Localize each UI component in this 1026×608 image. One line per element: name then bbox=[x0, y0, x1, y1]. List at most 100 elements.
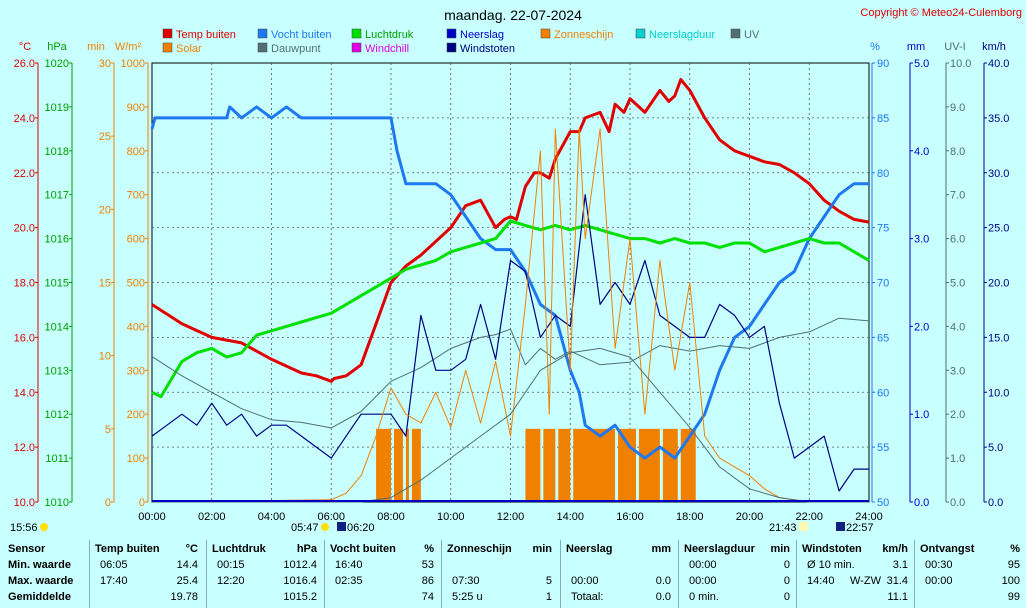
series-line-solar bbox=[151, 128, 869, 503]
x-tick-label: 04:00 bbox=[258, 511, 286, 523]
stats-extra: W-ZW bbox=[850, 575, 881, 587]
x-tick-label: 14:00 bbox=[556, 511, 584, 523]
sunshine-bar bbox=[618, 428, 636, 502]
stats-column-separator bbox=[89, 540, 90, 608]
axis-tick-label: 60 bbox=[877, 387, 889, 399]
axis-tick-label: 3.0 bbox=[950, 365, 965, 377]
stats-time: 00:00 bbox=[689, 559, 717, 571]
stats-value: 100 bbox=[1001, 575, 1020, 587]
axis-tick-label: 900 bbox=[127, 102, 145, 114]
x-tick-label: 02:00 bbox=[198, 511, 226, 523]
axis-tick-label: 5.0 bbox=[988, 442, 1003, 454]
sunshine-bar bbox=[543, 428, 556, 502]
stats-value: 99 bbox=[1007, 591, 1020, 603]
axis-tick-label: 2.0 bbox=[914, 321, 929, 333]
stats-value: 11.1 bbox=[887, 591, 908, 603]
stats-time: 02:35 bbox=[335, 575, 363, 587]
axis-unit-label: W/m² bbox=[115, 41, 142, 53]
stats-header: Luchtdruk bbox=[212, 543, 266, 555]
legend-label: Temp buiten bbox=[176, 29, 236, 41]
legend-label: Windstoten bbox=[460, 43, 515, 55]
stats-time: 5:25 u bbox=[452, 591, 483, 603]
axis-tick-label: 80 bbox=[877, 168, 889, 180]
axis-tick-label: 1000 bbox=[121, 58, 145, 70]
axis-tick-label: 1019 bbox=[45, 102, 69, 114]
axis-tick-label: 4.0 bbox=[950, 321, 965, 333]
axis-tick-label: 1018 bbox=[45, 146, 69, 158]
sunset-icon bbox=[799, 522, 808, 531]
stats-value: 0 bbox=[783, 575, 790, 587]
axis-tick-label: 5.0 bbox=[914, 58, 929, 70]
axis-tick-label: 5.0 bbox=[950, 278, 965, 290]
stats-unit: hPa bbox=[296, 543, 317, 555]
stats-column-separator bbox=[441, 540, 442, 608]
sunshine-bar bbox=[405, 428, 409, 502]
axis-tick-label: 30.0 bbox=[988, 168, 1009, 180]
legend-label: Neerslagduur bbox=[649, 29, 715, 41]
axis-tick-label: 20 bbox=[99, 204, 111, 216]
axis-tick-label: 0 bbox=[139, 497, 145, 509]
stats-time: 00:30 bbox=[925, 559, 953, 571]
legend-label: Solar bbox=[176, 43, 202, 55]
stats-header: Vocht buiten bbox=[330, 543, 396, 555]
stats-value: 1015.2 bbox=[283, 591, 317, 603]
legend-label: Vocht buiten bbox=[271, 29, 332, 41]
axis-tick-label: 2.0 bbox=[950, 409, 965, 421]
stats-header: Temp buiten bbox=[95, 543, 160, 555]
x-tick-label: 00:00 bbox=[138, 511, 166, 523]
stats-value: 19.78 bbox=[170, 591, 198, 603]
series-line-vocht-buiten bbox=[150, 105, 869, 460]
axis-tick-label: 25.0 bbox=[988, 223, 1009, 235]
sunshine-bar bbox=[393, 428, 403, 502]
axis-tick-label: 75 bbox=[877, 223, 889, 235]
axis-tick-label: 70 bbox=[877, 278, 889, 290]
sunshine-bar bbox=[558, 428, 571, 502]
series-line-windstoten bbox=[151, 194, 869, 492]
axis-tick-label: 1016 bbox=[45, 234, 69, 246]
axis-tick-label: 26.0 bbox=[14, 58, 35, 70]
legend-swatch bbox=[162, 28, 173, 39]
stats-unit: km/h bbox=[882, 543, 908, 555]
weather-chart: maandag. 22-07-2024 Copyright © Meteo24-C… bbox=[10, 7, 1022, 534]
x-tick-label: 22:00 bbox=[795, 511, 823, 523]
stats-time: 06:05 bbox=[100, 559, 128, 571]
axis-unit-label: km/h bbox=[982, 41, 1006, 53]
stats-unit: min bbox=[770, 543, 790, 555]
stats-unit: °C bbox=[185, 543, 198, 555]
sunshine-bar bbox=[525, 428, 541, 502]
stats-value: 14.4 bbox=[176, 559, 198, 571]
axis-tick-label: 1010 bbox=[45, 497, 69, 509]
axis-tick-label: 24.0 bbox=[14, 113, 35, 125]
axis-tick-label: 25 bbox=[99, 131, 111, 143]
moonrise-time: 22:57 bbox=[846, 522, 874, 534]
stats-time: 14:40 bbox=[807, 575, 835, 587]
x-tick-label: 10:00 bbox=[437, 511, 465, 523]
axis-tick-label: 10.0 bbox=[14, 497, 35, 509]
x-tick-label: 16:00 bbox=[616, 511, 644, 523]
sun-icon bbox=[40, 523, 48, 531]
axis-tick-label: 1020 bbox=[45, 58, 69, 70]
legend-swatch bbox=[351, 28, 362, 39]
axis-tick-label: 200 bbox=[127, 409, 145, 421]
stats-unit: mm bbox=[651, 543, 671, 555]
axis-tick-label: 50 bbox=[877, 497, 889, 509]
stats-value: 1016.4 bbox=[283, 575, 317, 587]
axis-tick-label: 6.0 bbox=[950, 234, 965, 246]
series-line-uv bbox=[152, 347, 869, 503]
x-tick-label: 06:00 bbox=[317, 511, 345, 523]
sunrise-time: 05:47 bbox=[291, 522, 319, 534]
axis-tick-label: 1013 bbox=[45, 365, 69, 377]
axis-tick-label: 300 bbox=[127, 365, 145, 377]
axis-unit-label: mm bbox=[907, 41, 925, 53]
stats-value: 0 bbox=[783, 559, 790, 571]
stats-value: 0.0 bbox=[655, 591, 671, 603]
axis-tick-label: 4.0 bbox=[914, 146, 929, 158]
stats-value: 86 bbox=[421, 575, 434, 587]
stats-column-separator bbox=[914, 540, 915, 608]
axis-tick-label: 55 bbox=[877, 442, 889, 454]
axis-tick-label: 1015 bbox=[45, 278, 69, 290]
stats-column-separator bbox=[560, 540, 561, 608]
stats-row-label: Min. waarde bbox=[8, 559, 71, 571]
legend-swatch bbox=[446, 42, 457, 53]
axis-tick-label: 18.0 bbox=[14, 278, 35, 290]
